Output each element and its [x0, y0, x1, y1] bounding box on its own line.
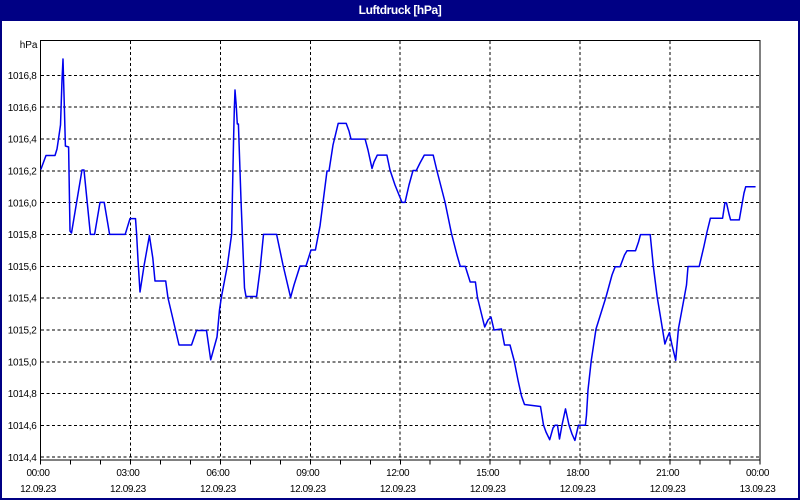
svg-text:1014,4: 1014,4	[8, 453, 38, 464]
svg-text:12.09.23: 12.09.23	[20, 484, 57, 495]
svg-text:12.09.23: 12.09.23	[560, 484, 597, 495]
svg-text:12.09.23: 12.09.23	[290, 484, 327, 495]
svg-text:1015,4: 1015,4	[8, 294, 38, 305]
svg-text:13.09.23: 13.09.23	[740, 484, 777, 495]
svg-text:21:00: 21:00	[656, 468, 680, 479]
svg-text:1016,0: 1016,0	[8, 198, 38, 209]
svg-text:1016,2: 1016,2	[8, 166, 38, 177]
svg-text:1014,8: 1014,8	[8, 389, 38, 400]
svg-text:09:00: 09:00	[296, 468, 320, 479]
svg-text:12:00: 12:00	[386, 468, 410, 479]
svg-text:1015,6: 1015,6	[8, 262, 38, 273]
svg-text:00:00: 00:00	[26, 468, 50, 479]
svg-text:12.09.23: 12.09.23	[380, 484, 417, 495]
svg-text:12.09.23: 12.09.23	[650, 484, 687, 495]
svg-text:12.09.23: 12.09.23	[110, 484, 147, 495]
svg-text:1015,0: 1015,0	[8, 357, 38, 368]
svg-text:00:00: 00:00	[746, 468, 770, 479]
svg-text:1016,6: 1016,6	[8, 103, 38, 114]
svg-text:1016,4: 1016,4	[8, 135, 38, 146]
svg-text:12.09.23: 12.09.23	[470, 484, 507, 495]
svg-text:15:00: 15:00	[476, 468, 500, 479]
svg-text:1014,6: 1014,6	[8, 421, 38, 432]
svg-text:1015,8: 1015,8	[8, 230, 38, 241]
svg-text:03:00: 03:00	[116, 468, 140, 479]
svg-text:hPa: hPa	[20, 40, 38, 51]
svg-text:06:00: 06:00	[206, 468, 230, 479]
svg-text:12.09.23: 12.09.23	[200, 484, 237, 495]
svg-text:1016,8: 1016,8	[8, 71, 38, 82]
svg-text:18:00: 18:00	[566, 468, 590, 479]
svg-text:1015,2: 1015,2	[8, 326, 38, 337]
